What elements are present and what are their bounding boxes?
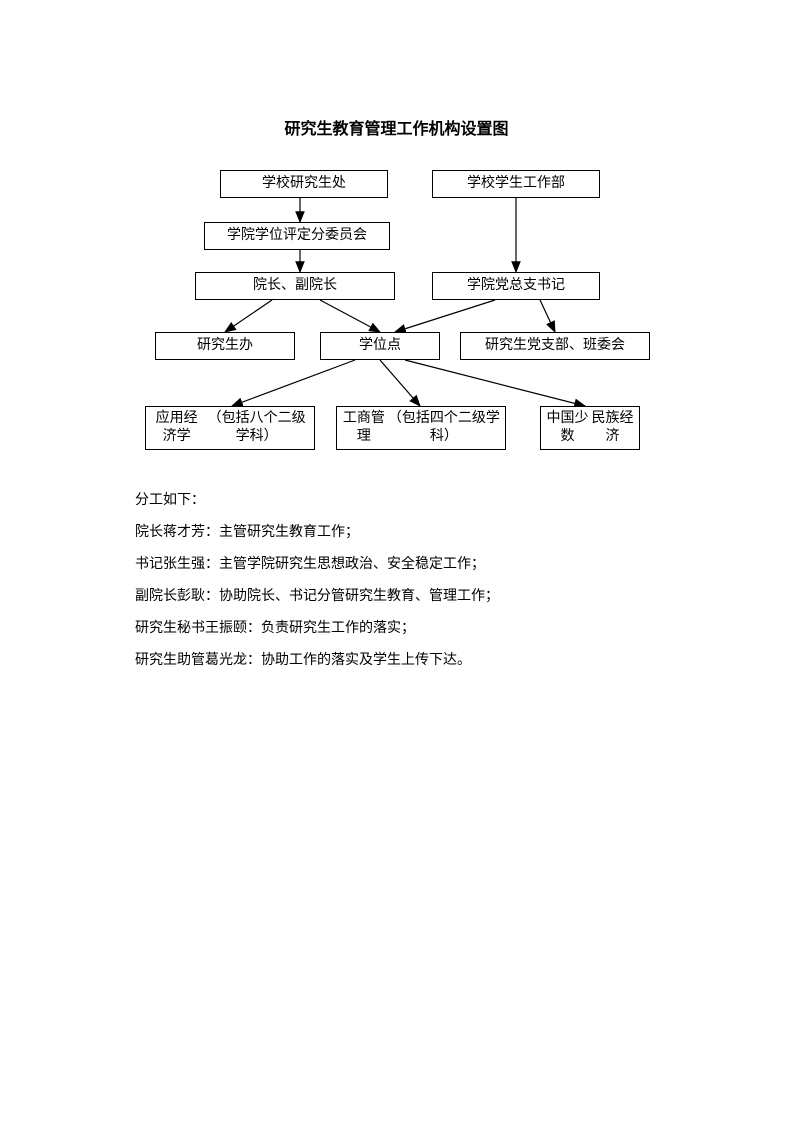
body-line: 研究生助管葛光龙：协助工作的落实及学生上传下达。 [135, 650, 471, 672]
flowchart-node: 学校学生工作部 [432, 170, 600, 198]
flowchart-edge [380, 360, 420, 406]
flowchart-node: 学院党总支书记 [432, 272, 600, 300]
flowchart-edge [320, 300, 380, 332]
flowchart-node: 院长、副院长 [195, 272, 395, 300]
flowchart-node: 学位点 [320, 332, 440, 360]
flowchart-node: 研究生办 [155, 332, 295, 360]
org-chart-diagram: 学校研究生处 学校学生工作部学院学位评定分委员会院长、副院长 学院党总支书记研究生办… [0, 160, 793, 480]
body-intro: 分工如下： [135, 490, 205, 512]
body-line: 副院长彭耿：协助院长、书记分管研究生教育、管理工作； [135, 586, 499, 608]
flowchart-node: 学校研究生处 [220, 170, 388, 198]
flowchart-node: 研究生党支部、班委会 [460, 332, 650, 360]
body-line: 书记张生强：主管学院研究生思想政治、安全稳定工作； [135, 554, 485, 576]
page-title: 研究生教育管理工作机构设置图 [0, 115, 793, 139]
flowchart-edge [232, 360, 355, 406]
flowchart-edge [395, 300, 495, 332]
flowchart-edge [405, 360, 585, 406]
body-line: 研究生秘书王振颐：负责研究生工作的落实； [135, 618, 415, 640]
flowchart-node: 应用经济学（包括八个二级学科） [145, 406, 315, 450]
flowchart-edge [225, 300, 272, 332]
flowchart-edge [540, 300, 555, 332]
flowchart-node: 学院学位评定分委员会 [204, 222, 390, 250]
flowchart-node: 工商管理（包括四个二级学科） [336, 406, 506, 450]
flowchart-node: 中国少数民族经济 [540, 406, 640, 450]
body-line: 院长蒋才芳：主管研究生教育工作； [135, 522, 359, 544]
